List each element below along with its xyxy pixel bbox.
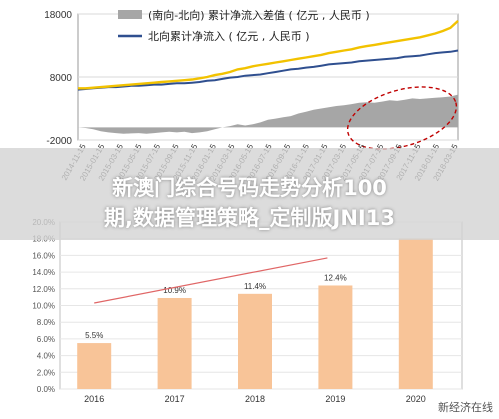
bar-2017: [157, 297, 192, 389]
y-tick-label: -2000: [46, 136, 72, 147]
legend-label-area: (南向-北向) 累计净流入差值 ( 亿元 , 人民币 ): [148, 8, 370, 22]
bar-2018: [238, 293, 272, 389]
y-tick-label: 18000: [44, 10, 72, 21]
bar-y-tick-label: 6.0%: [37, 335, 55, 344]
title-overlay-banner: 新澳门综合号码走势分析100 期,数据管理策略_定制版JNI13: [0, 148, 499, 240]
bar-y-tick-label: 12.0%: [32, 285, 55, 294]
y-tick-label: 8000: [50, 73, 73, 84]
bar-x-tick-label: 2020: [406, 394, 426, 404]
series-line-yellow: [78, 20, 459, 90]
bar-value-label: 5.5%: [85, 331, 103, 340]
bar-y-tick-label: 16.0%: [32, 251, 55, 260]
bar-2020: [398, 238, 433, 389]
bar-x-tick-label: 2016: [84, 394, 104, 404]
legend: (南向-北向) 累计净流入差值 ( 亿元 , 人民币 ) 北向累计净流入 ( 亿元…: [118, 8, 370, 43]
highlight-ellipse: [346, 86, 458, 150]
bar-y-tick-label: 14.0%: [32, 268, 55, 277]
trend-line: [94, 257, 328, 304]
bar-2019: [318, 285, 353, 389]
bar-x-tick-label: 2017: [165, 394, 185, 404]
bar-y-tick-label: 8.0%: [37, 318, 55, 327]
bar-value-label: 11.4%: [244, 282, 266, 291]
legend-swatch-area: [118, 10, 142, 19]
bar-x-tick-label: 2018: [245, 394, 265, 404]
bar-y-tick-label: 2.0%: [37, 368, 55, 377]
series-line-northbound: [77, 49, 459, 91]
bar-y-tick-label: 10.0%: [32, 302, 55, 311]
bar-value-label: 10.9%: [163, 286, 186, 295]
bar-x-tick-label: 2019: [325, 394, 345, 404]
overlay-title-line-2: 期,数据管理策略_定制版JNI13: [104, 206, 395, 230]
bar-2016: [77, 343, 112, 389]
legend-label-line: 北向累计净流入 ( 亿元 , 人民币 ): [148, 29, 310, 43]
bar-value-label: 12.4%: [324, 273, 347, 282]
bar-y-tick-label: 4.0%: [37, 352, 55, 361]
overlay-title-line-1: 新澳门综合号码走势分析100: [112, 176, 387, 200]
series-area-gap: [78, 94, 458, 134]
watermark-text: 新经济在线: [438, 401, 493, 414]
bar-y-tick-label: 0.0%: [37, 385, 55, 394]
